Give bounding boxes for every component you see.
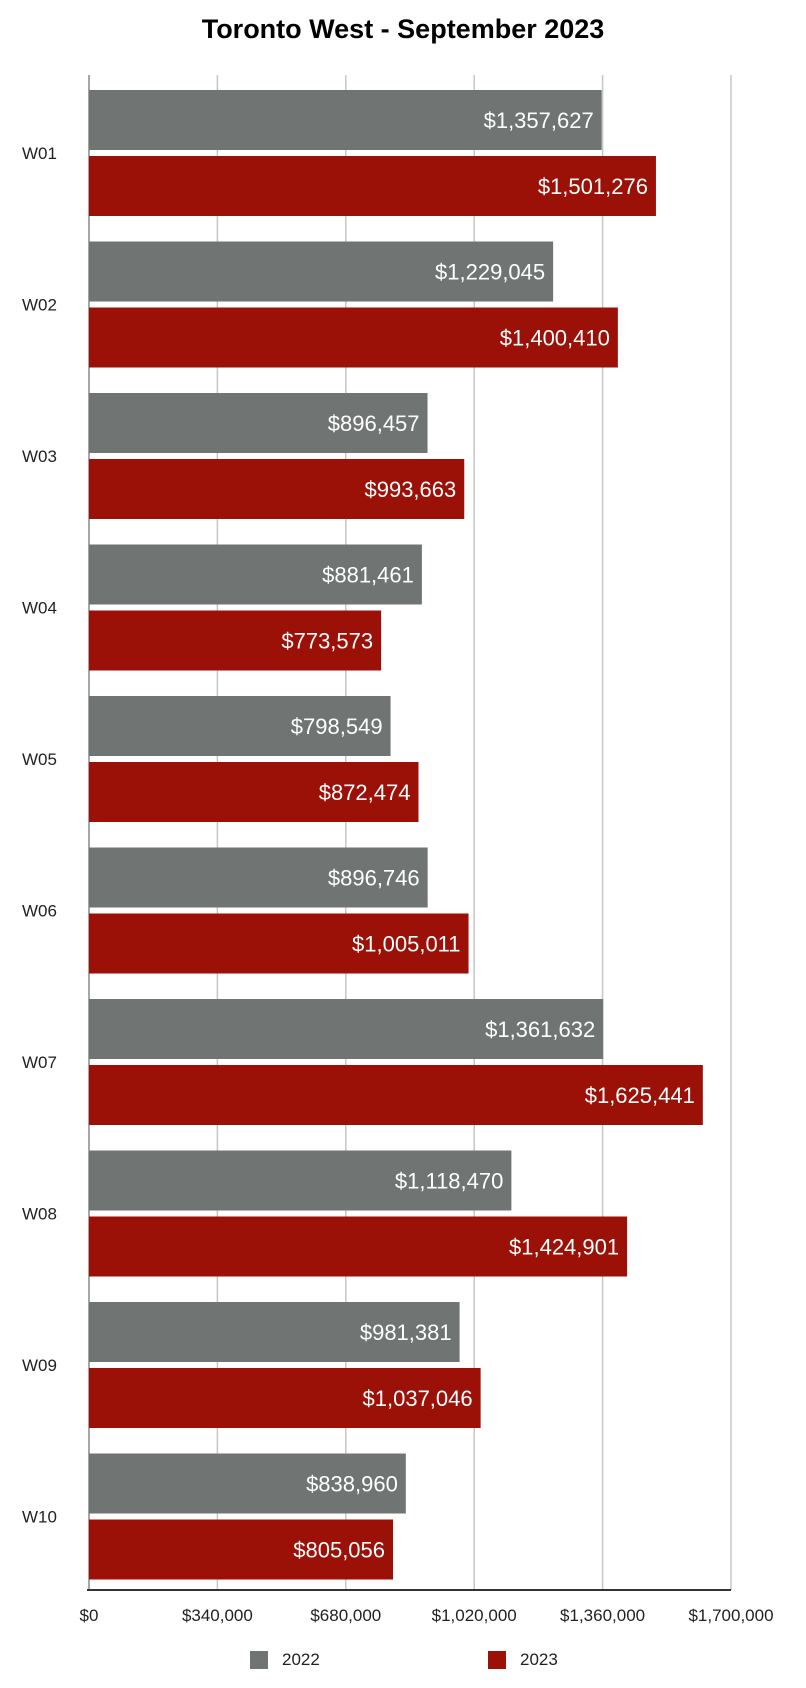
data-label-w03-2023: $993,663 <box>364 477 456 502</box>
data-label-w05-2022: $798,549 <box>291 714 383 739</box>
data-label-w02-2023: $1,400,410 <box>500 326 610 351</box>
x-tick-label: $340,000 <box>182 1606 253 1625</box>
x-tick-label: $1,360,000 <box>560 1606 645 1625</box>
data-label-w08-2022: $1,118,470 <box>395 1169 503 1194</box>
x-tick-label: $1,020,000 <box>432 1606 517 1625</box>
bar-w06-2022 <box>89 847 428 908</box>
category-label-w04: W04 <box>22 599 57 618</box>
category-label-w07: W07 <box>22 1053 57 1072</box>
data-label-w09-2022: $981,381 <box>360 1320 452 1345</box>
category-label-w02: W02 <box>22 296 57 315</box>
bars <box>89 90 703 1580</box>
legend-item-2023: 2023 <box>488 1650 558 1670</box>
data-label-w06-2022: $896,746 <box>328 866 420 891</box>
category-labels: W01 W02 W03 W04 W05 W06 W07 W08 W09 W10 <box>22 144 57 1527</box>
category-label-w01: W01 <box>22 144 57 163</box>
bar-w07-2023 <box>89 1065 703 1125</box>
data-label-w07-2023: $1,625,441 <box>585 1083 695 1108</box>
x-tick-label: $1,700,000 <box>688 1606 773 1625</box>
legend-item-2022: 2022 <box>250 1650 320 1670</box>
category-label-w05: W05 <box>22 750 57 769</box>
bar-w05-2023 <box>89 762 419 822</box>
legend: 2022 2023 <box>0 1650 806 1678</box>
data-label-w04-2022: $881,461 <box>322 563 414 588</box>
bar-w01-2023 <box>89 156 656 216</box>
category-label-w06: W06 <box>22 902 57 921</box>
x-axis-tick-labels: $0 $340,000 $680,000 $1,020,000 $1,360,000 $1… <box>80 1606 774 1625</box>
data-label-w05-2023: $872,474 <box>319 780 411 805</box>
x-tick-label: $0 <box>80 1606 99 1625</box>
data-label-w08-2023: $1,424,901 <box>509 1235 619 1260</box>
category-label-w03: W03 <box>22 447 57 466</box>
data-label-w10-2023: $805,056 <box>293 1538 385 1563</box>
bar-w01-2022 <box>89 90 602 150</box>
legend-label-2022: 2022 <box>282 1650 320 1669</box>
bar-w05-2022 <box>89 696 391 756</box>
bar-w03-2022 <box>89 393 428 453</box>
legend-swatch-2022 <box>250 1651 268 1669</box>
category-label-w10: W10 <box>22 1508 57 1527</box>
bar-w09-2023 <box>89 1368 481 1428</box>
bar-w10-2023 <box>89 1519 394 1580</box>
category-label-w09: W09 <box>22 1356 57 1375</box>
bar-w02-2023 <box>89 307 618 368</box>
data-label-w01-2023: $1,501,276 <box>538 174 648 199</box>
data-label-w03-2022: $896,457 <box>328 411 420 436</box>
category-label-w08: W08 <box>22 1205 57 1224</box>
bar-w02-2022 <box>89 241 554 302</box>
legend-swatch-2023 <box>488 1651 506 1669</box>
x-tick-label: $680,000 <box>310 1606 381 1625</box>
data-label-w10-2022: $838,960 <box>306 1472 398 1497</box>
bar-w08-2022 <box>89 1150 512 1211</box>
legend-label-2023: 2023 <box>520 1650 558 1669</box>
bar-w07-2022 <box>89 999 604 1059</box>
data-label-w09-2023: $1,037,046 <box>363 1386 473 1411</box>
bar-w06-2023 <box>89 913 469 974</box>
chart-title: Toronto West - September 2023 <box>201 14 605 44</box>
data-label-w07-2022: $1,361,632 <box>485 1017 595 1042</box>
data-label-w04-2023: $773,573 <box>281 629 373 654</box>
bar-w03-2023 <box>89 459 465 519</box>
gridlines <box>88 75 732 1590</box>
bar-chart: $1,357,627 $1,501,276 $1,229,045 $1,400,410… <box>22 75 774 1625</box>
data-label-w02-2022: $1,229,045 <box>435 260 545 285</box>
bar-w04-2023 <box>89 610 382 671</box>
bar-w04-2022 <box>89 544 422 605</box>
data-label-w01-2022: $1,357,627 <box>484 108 594 133</box>
bar-w09-2022 <box>89 1302 460 1362</box>
bar-w08-2023 <box>89 1216 628 1277</box>
data-label-w06-2023: $1,005,011 <box>352 932 460 957</box>
bar-w10-2022 <box>89 1453 406 1514</box>
data-labels: $1,357,627 $1,501,276 $1,229,045 $1,400,410… <box>281 108 694 1563</box>
